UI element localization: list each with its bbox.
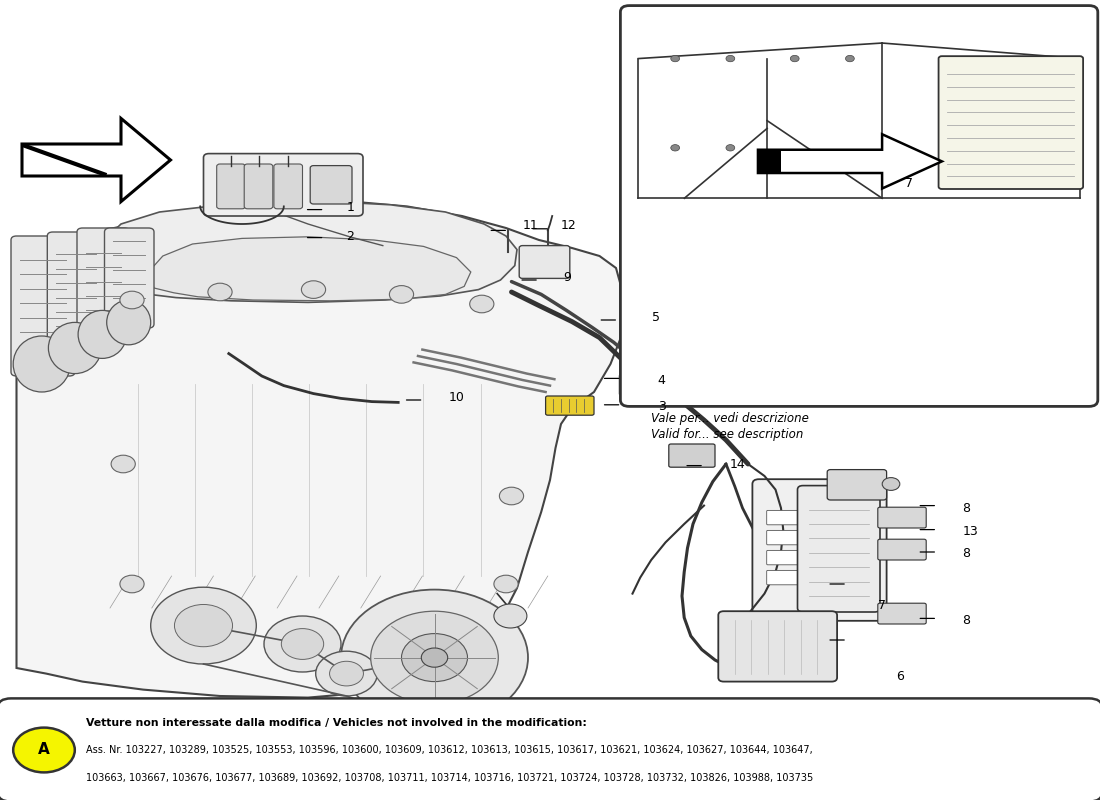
Circle shape [371, 611, 498, 704]
FancyBboxPatch shape [620, 6, 1098, 406]
Circle shape [499, 487, 524, 505]
FancyBboxPatch shape [878, 539, 926, 560]
Circle shape [316, 651, 377, 696]
Circle shape [494, 604, 527, 628]
Circle shape [208, 283, 232, 301]
Text: A: A [39, 742, 50, 758]
Text: Vetture non interessate dalla modifica / Vehicles not involved in the modificati: Vetture non interessate dalla modifica /… [86, 718, 586, 728]
Text: 4: 4 [658, 374, 666, 386]
Text: 13: 13 [962, 525, 978, 538]
Circle shape [402, 634, 468, 682]
Ellipse shape [107, 300, 151, 345]
Text: 8: 8 [962, 502, 970, 514]
Text: 5: 5 [652, 311, 660, 324]
FancyBboxPatch shape [827, 470, 887, 500]
Circle shape [151, 587, 256, 664]
FancyBboxPatch shape [767, 550, 811, 565]
Text: 14: 14 [729, 458, 745, 470]
Text: Ass. Nr. 103227, 103289, 103525, 103553, 103596, 103600, 103609, 103612, 103613,: Ass. Nr. 103227, 103289, 103525, 103553,… [86, 746, 813, 755]
FancyBboxPatch shape [767, 530, 811, 545]
Polygon shape [758, 150, 781, 173]
FancyBboxPatch shape [519, 246, 570, 278]
FancyBboxPatch shape [938, 56, 1084, 189]
Text: 1965: 1965 [297, 608, 460, 700]
Circle shape [264, 616, 341, 672]
Text: 7: 7 [905, 177, 913, 190]
Text: 103663, 103667, 103676, 103677, 103689, 103692, 103708, 103711, 103714, 103716, : 103663, 103667, 103676, 103677, 103689, … [86, 773, 813, 782]
FancyBboxPatch shape [0, 698, 1100, 800]
FancyBboxPatch shape [767, 510, 811, 525]
FancyBboxPatch shape [878, 507, 926, 528]
Circle shape [846, 55, 855, 62]
FancyBboxPatch shape [669, 444, 715, 467]
Circle shape [13, 728, 75, 773]
Text: 6: 6 [896, 670, 904, 682]
Text: 8: 8 [962, 547, 970, 560]
Text: Vale per... vedi descrizione: Vale per... vedi descrizione [651, 413, 810, 426]
Circle shape [341, 590, 528, 726]
FancyBboxPatch shape [274, 164, 302, 209]
FancyBboxPatch shape [767, 570, 811, 585]
Text: 9: 9 [563, 271, 571, 284]
FancyBboxPatch shape [310, 166, 352, 204]
Circle shape [301, 281, 326, 298]
Text: 1: 1 [346, 201, 354, 214]
Text: 2: 2 [346, 230, 354, 242]
Circle shape [671, 55, 680, 62]
Ellipse shape [13, 336, 70, 392]
Circle shape [120, 291, 144, 309]
Circle shape [330, 662, 363, 686]
Polygon shape [16, 202, 621, 698]
Circle shape [882, 478, 900, 490]
Text: parts: parts [192, 463, 400, 578]
FancyBboxPatch shape [11, 236, 75, 376]
Text: auto: auto [148, 397, 344, 511]
Polygon shape [148, 237, 471, 301]
Text: europ: europ [170, 307, 418, 435]
FancyBboxPatch shape [619, 374, 657, 395]
Circle shape [726, 145, 735, 151]
FancyBboxPatch shape [77, 228, 130, 340]
Circle shape [111, 455, 135, 473]
FancyBboxPatch shape [546, 396, 594, 415]
FancyBboxPatch shape [204, 154, 363, 216]
Text: Valid for... see description: Valid for... see description [651, 429, 804, 442]
Text: 11: 11 [522, 219, 538, 232]
FancyBboxPatch shape [718, 611, 837, 682]
FancyBboxPatch shape [217, 164, 245, 209]
FancyBboxPatch shape [104, 228, 154, 328]
Circle shape [120, 575, 144, 593]
Text: 3: 3 [658, 400, 666, 413]
Polygon shape [758, 134, 942, 189]
Circle shape [282, 629, 323, 659]
FancyBboxPatch shape [798, 486, 880, 612]
Ellipse shape [48, 322, 101, 374]
Text: 12: 12 [561, 219, 576, 232]
FancyBboxPatch shape [878, 603, 926, 624]
Text: since: since [270, 545, 449, 644]
Circle shape [175, 605, 232, 646]
FancyBboxPatch shape [47, 232, 104, 356]
Text: 7: 7 [878, 599, 886, 612]
Circle shape [790, 55, 799, 62]
FancyBboxPatch shape [752, 479, 887, 621]
Ellipse shape [78, 310, 126, 358]
Circle shape [726, 55, 735, 62]
Text: 8: 8 [962, 614, 970, 626]
Circle shape [671, 145, 680, 151]
Circle shape [421, 648, 448, 667]
Polygon shape [22, 118, 170, 202]
Polygon shape [99, 202, 517, 302]
Text: 10: 10 [449, 391, 464, 404]
FancyBboxPatch shape [244, 164, 273, 209]
Circle shape [470, 295, 494, 313]
Circle shape [389, 286, 414, 303]
Circle shape [494, 575, 518, 593]
